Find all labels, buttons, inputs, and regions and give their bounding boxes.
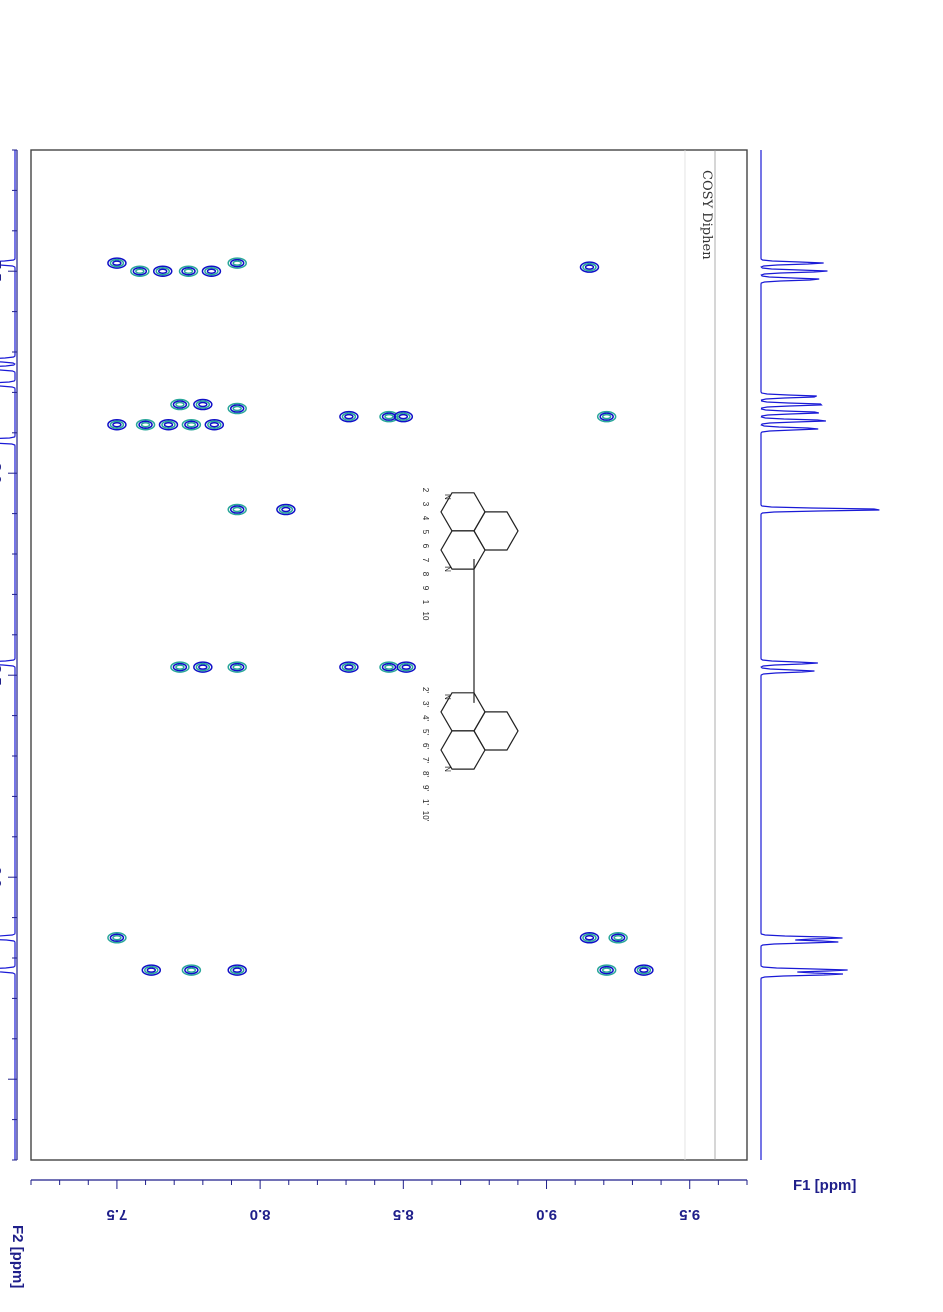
cross-peak	[107, 257, 127, 269]
atom-label: 3	[421, 502, 430, 507]
cross-peak	[393, 410, 414, 423]
cross-peak	[152, 265, 173, 277]
cross-peak	[608, 932, 628, 944]
atom-label: 10'	[421, 811, 430, 822]
f1-tick-label: 9.5	[679, 1206, 700, 1223]
cross-peak	[130, 265, 150, 277]
f2-spectrum-trace	[760, 150, 880, 1160]
cross-peak	[107, 932, 127, 944]
f2-axis-label: F2 [ppm]	[9, 1225, 26, 1288]
cross-peak	[141, 964, 162, 976]
f1-tick-label: 8.0	[250, 1206, 271, 1223]
atom-label: N	[443, 694, 452, 700]
f1-projection-spectrum	[0, 150, 16, 1160]
atom-label: N	[443, 494, 452, 500]
f2-projection-spectrum	[760, 150, 880, 1160]
f2-tick-label: 9.0	[0, 867, 4, 888]
f2-tick-label: 7.5	[0, 261, 4, 282]
atom-label: 4'	[421, 715, 430, 721]
plot-frame	[30, 149, 748, 1161]
cross-peak	[201, 265, 222, 277]
atom-label: 6	[421, 544, 430, 549]
cross-peak	[227, 964, 247, 976]
f1-tick-label: 7.5	[106, 1206, 127, 1223]
cross-peak	[379, 410, 399, 423]
cross-peak	[107, 418, 127, 431]
cross-peak	[634, 964, 654, 976]
atom-label: 2	[421, 488, 430, 493]
cross-peak-contours	[107, 257, 654, 976]
atom-label: 7'	[421, 757, 430, 763]
cross-peak	[181, 418, 202, 431]
atom-label: 8'	[421, 771, 430, 777]
cross-peak	[339, 661, 359, 673]
atom-label: 5'	[421, 729, 430, 735]
cross-peak	[227, 402, 247, 415]
cross-peak	[227, 503, 247, 516]
cross-peak	[596, 410, 617, 423]
atom-label: 6'	[421, 743, 430, 749]
cross-peak	[204, 418, 225, 431]
f1-axis-label: F1 [ppm]	[793, 1177, 856, 1194]
cross-peak	[170, 661, 190, 673]
ring-bond	[473, 711, 519, 751]
atom-label: 1	[421, 600, 430, 605]
f2-axis: 7.5 8.0 8.5 9.0	[0, 149, 18, 1161]
cross-peak	[135, 418, 156, 431]
ring-bond	[473, 511, 519, 551]
f1-tick-label: 8.5	[393, 1206, 414, 1223]
cross-peak	[227, 257, 247, 269]
cross-peak	[396, 661, 416, 673]
atom-label: 9'	[421, 785, 430, 791]
cross-peak	[379, 661, 399, 673]
cross-peak	[178, 265, 199, 277]
cross-peak	[579, 261, 600, 273]
f2-tick-label: 8.0	[0, 463, 4, 484]
f1-tick-label: 9.0	[536, 1206, 557, 1223]
atom-label: 1'	[421, 799, 430, 805]
atom-label: 3'	[421, 701, 430, 707]
cross-peak	[181, 964, 202, 976]
cross-peak	[193, 398, 213, 411]
cross-peak	[158, 418, 179, 431]
cross-peak	[227, 661, 247, 673]
cross-peak	[339, 410, 359, 423]
cross-peak	[276, 503, 296, 516]
cross-peak	[170, 398, 190, 411]
atom-label: 9	[421, 586, 430, 591]
cross-peak	[193, 661, 213, 673]
f1-axis: 7.5 8.0 8.5 9.0 9.5	[30, 1179, 748, 1223]
f1-spectrum-trace	[0, 150, 16, 1160]
ring-bond	[440, 730, 486, 770]
chart-title: COSY Diphen	[699, 170, 714, 260]
atom-label: 8	[421, 572, 430, 577]
atom-label: 2'	[421, 687, 430, 693]
cross-peak	[579, 932, 600, 944]
f2-tick-label: 8.5	[0, 665, 4, 686]
diphenanthroline-structure: N N N N 2' 3' 4' 5' 6' 7' 8' 9' 1' 10' 2 3 4 5 6 7 8 9 1 10	[421, 488, 519, 822]
atom-label: 7	[421, 558, 430, 563]
atom-label: 4	[421, 516, 430, 521]
atom-label: 5	[421, 530, 430, 535]
atom-label: 10	[421, 612, 430, 621]
ring-bond	[440, 530, 486, 570]
atom-label: N	[443, 766, 452, 772]
cross-peak	[596, 964, 617, 976]
atom-label: N	[443, 566, 452, 572]
